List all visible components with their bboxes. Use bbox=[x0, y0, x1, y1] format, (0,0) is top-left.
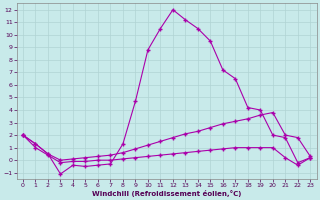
X-axis label: Windchill (Refroidissement éolien,°C): Windchill (Refroidissement éolien,°C) bbox=[92, 190, 241, 197]
